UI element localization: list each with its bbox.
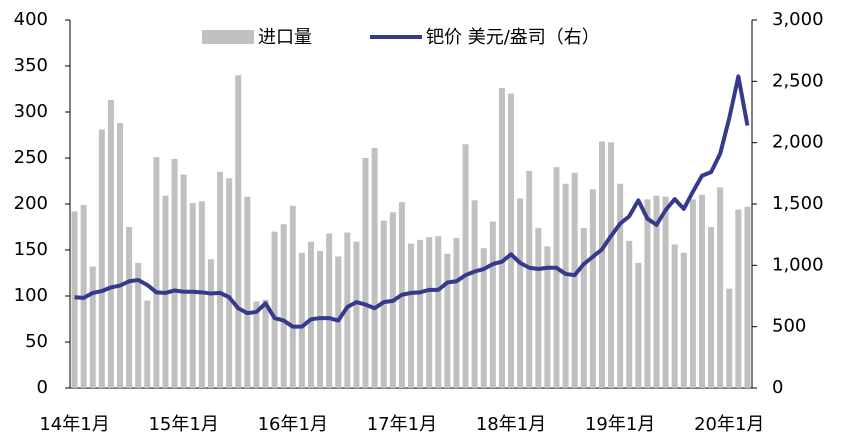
legend-label: 进口量 bbox=[258, 27, 312, 48]
x-tick-label: 16年1月 bbox=[258, 414, 328, 435]
bar bbox=[98, 129, 105, 389]
bar bbox=[580, 227, 587, 388]
x-tick-label: 20年1月 bbox=[694, 414, 764, 435]
bar bbox=[589, 189, 596, 388]
bar bbox=[153, 157, 160, 388]
bar bbox=[453, 238, 460, 388]
bar bbox=[271, 231, 278, 388]
bar bbox=[544, 246, 551, 388]
y-tick-label: 100 bbox=[14, 285, 48, 306]
bar bbox=[207, 259, 214, 388]
bar bbox=[417, 239, 424, 388]
bar bbox=[89, 266, 96, 388]
bar bbox=[571, 172, 578, 388]
legend-swatch bbox=[202, 30, 254, 44]
x-tick-label: 15年1月 bbox=[148, 414, 218, 435]
y2-tick-label: 500 bbox=[772, 316, 806, 337]
bar bbox=[126, 227, 133, 388]
legend-label: 钯价 美元/盎司（右） bbox=[426, 27, 600, 48]
bar bbox=[135, 262, 142, 388]
y-tick-label: 250 bbox=[14, 147, 48, 168]
bar bbox=[426, 237, 433, 388]
bar bbox=[444, 253, 451, 388]
y-tick-label: 200 bbox=[14, 193, 48, 214]
bar bbox=[635, 262, 642, 388]
bar bbox=[480, 248, 487, 388]
y2-tick-label: 1,500 bbox=[772, 193, 824, 214]
bar bbox=[307, 241, 314, 388]
x-tick-label: 18年1月 bbox=[476, 414, 546, 435]
bar bbox=[226, 178, 233, 388]
x-tick-label: 14年1月 bbox=[39, 414, 109, 435]
bar bbox=[362, 158, 369, 388]
bar bbox=[253, 301, 260, 388]
bar bbox=[698, 194, 705, 388]
bar bbox=[217, 171, 224, 388]
bar bbox=[326, 233, 333, 388]
y-tick-label: 400 bbox=[14, 9, 48, 30]
bar bbox=[435, 236, 442, 388]
bar bbox=[144, 300, 151, 388]
y-tick-label: 350 bbox=[14, 55, 48, 76]
bar bbox=[726, 288, 733, 388]
bar bbox=[471, 200, 478, 388]
bar bbox=[262, 299, 269, 388]
bar bbox=[744, 206, 751, 388]
bar bbox=[189, 203, 196, 388]
x-tick-label: 17年1月 bbox=[367, 414, 437, 435]
bar bbox=[462, 144, 469, 388]
y2-tick-label: 2,500 bbox=[772, 70, 824, 91]
bar bbox=[617, 183, 624, 388]
bar bbox=[526, 170, 533, 388]
bar bbox=[562, 183, 569, 388]
bar bbox=[180, 174, 187, 388]
y-tick-label: 150 bbox=[14, 239, 48, 260]
bar bbox=[117, 123, 124, 388]
bar bbox=[717, 187, 724, 388]
bar bbox=[689, 199, 696, 388]
y2-tick-label: 1,000 bbox=[772, 254, 824, 275]
bar bbox=[198, 201, 205, 388]
bar bbox=[662, 196, 669, 388]
bar bbox=[498, 88, 505, 388]
line bbox=[74, 74, 750, 329]
y-tick-label: 50 bbox=[25, 331, 48, 352]
bar bbox=[626, 240, 633, 388]
bar bbox=[353, 241, 360, 388]
bar bbox=[280, 224, 287, 388]
bar bbox=[735, 209, 742, 388]
bar bbox=[71, 211, 78, 388]
bar bbox=[407, 243, 415, 388]
bar bbox=[671, 244, 678, 388]
bar bbox=[298, 252, 305, 388]
bar bbox=[535, 227, 542, 388]
bar bbox=[508, 93, 515, 388]
bar bbox=[598, 141, 605, 388]
y2-tick-label: 2,000 bbox=[772, 132, 824, 153]
y2-tick-label: 0 bbox=[772, 377, 783, 398]
bar bbox=[653, 195, 660, 388]
bar bbox=[107, 100, 114, 388]
bar bbox=[708, 227, 715, 388]
bar bbox=[517, 198, 524, 388]
bar bbox=[489, 221, 496, 388]
bar bbox=[680, 252, 687, 388]
bar bbox=[553, 167, 560, 388]
bar bbox=[371, 147, 378, 388]
x-tick-label: 19年1月 bbox=[585, 414, 655, 435]
bar bbox=[235, 75, 242, 388]
bar bbox=[171, 158, 178, 388]
bar bbox=[289, 205, 296, 388]
y2-tick-label: 3,000 bbox=[772, 9, 824, 30]
bar bbox=[608, 142, 615, 388]
bar bbox=[244, 196, 251, 388]
y-tick-label: 300 bbox=[14, 101, 48, 122]
y-tick-label: 0 bbox=[37, 377, 48, 398]
bar bbox=[644, 199, 651, 388]
